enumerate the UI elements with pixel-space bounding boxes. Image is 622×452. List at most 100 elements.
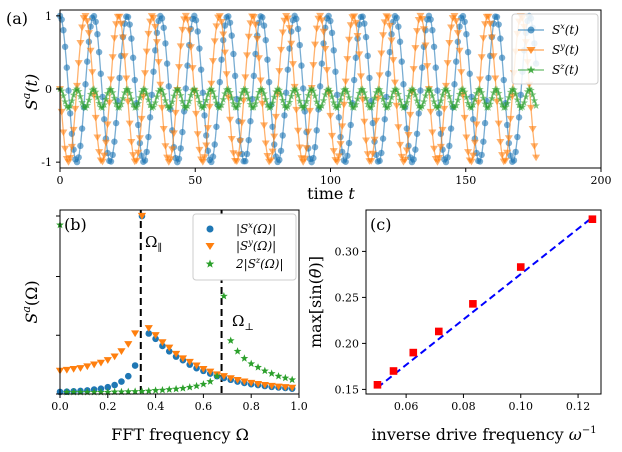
data-point — [277, 90, 285, 98]
data-point — [151, 23, 160, 31]
data-point — [359, 13, 366, 20]
data-point — [131, 330, 140, 338]
panel-c: 0.06 0.08 0.10 0.12 0.15 0.20 0.25 0.30 (c) max… — [306, 209, 602, 444]
data-point — [78, 98, 86, 106]
data-point — [320, 40, 327, 47]
data-point — [183, 16, 192, 24]
data-point — [287, 40, 296, 48]
data-point — [376, 157, 383, 165]
data-point — [83, 101, 92, 109]
data-point — [267, 103, 275, 111]
data-point — [253, 35, 262, 43]
data-point — [326, 112, 335, 120]
data-point — [403, 98, 411, 106]
data-point — [202, 142, 211, 150]
data-point — [325, 12, 332, 20]
data-point — [74, 60, 83, 67]
data-point — [219, 95, 228, 103]
data-point — [175, 155, 183, 162]
data-point — [131, 76, 139, 84]
data-point — [188, 65, 197, 72]
data-point — [215, 13, 224, 20]
data-point — [480, 138, 487, 145]
data-point — [330, 47, 337, 54]
data-point — [274, 372, 283, 380]
data-point — [292, 86, 301, 94]
data-point — [342, 158, 349, 165]
x-tick-label: 1.0 — [290, 400, 308, 413]
data-point — [263, 100, 272, 109]
data-point — [396, 38, 404, 45]
legend-sz: Sz(t) — [518, 62, 579, 77]
data-point — [435, 154, 444, 162]
data-point — [294, 91, 302, 99]
data-point — [144, 95, 153, 104]
data-point — [329, 148, 338, 155]
data-point — [457, 69, 466, 76]
data-point — [87, 23, 94, 30]
data-point — [227, 136, 236, 143]
data-point — [58, 16, 65, 23]
data-point — [91, 114, 100, 122]
data-point — [462, 93, 471, 101]
data-point — [192, 381, 201, 390]
x-tick-label: 0 — [57, 174, 64, 187]
data-point — [216, 78, 224, 86]
data-point — [226, 19, 234, 26]
data-point — [421, 91, 430, 99]
data-point — [260, 366, 269, 375]
data-point — [270, 133, 279, 141]
legend-fx: |Sx(Ω)| — [206, 221, 276, 236]
data-point — [497, 35, 504, 42]
data-point — [436, 143, 445, 151]
data-point — [332, 68, 339, 75]
data-point — [417, 87, 424, 94]
data-point — [97, 388, 105, 396]
data-point — [360, 118, 369, 126]
data-point — [227, 93, 236, 102]
data-point — [503, 121, 511, 129]
data-point — [209, 87, 217, 95]
data-point — [186, 44, 195, 51]
data-point — [397, 101, 406, 109]
data-point — [328, 132, 337, 140]
data-point — [210, 38, 219, 45]
data-point — [213, 372, 221, 380]
data-point — [253, 93, 262, 102]
data-point — [395, 23, 402, 30]
data-point — [83, 363, 92, 371]
data-point — [226, 375, 235, 383]
data-point — [384, 70, 392, 77]
data-point — [69, 126, 78, 134]
data-point — [107, 76, 116, 84]
panel-a-xlabel: time t — [307, 184, 355, 203]
data-point — [309, 62, 318, 69]
data-point — [346, 99, 355, 107]
data-point — [111, 381, 118, 389]
data-point — [477, 88, 486, 96]
data-point — [185, 97, 194, 105]
data-point — [304, 128, 313, 136]
data-point — [268, 148, 277, 156]
data-point — [219, 292, 228, 300]
data-point — [260, 22, 268, 29]
data-point — [233, 377, 242, 384]
data-point — [98, 158, 107, 166]
omega-parallel-label: Ω∥ — [145, 233, 162, 254]
data-point — [351, 19, 360, 27]
data-point — [362, 94, 370, 102]
data-point — [158, 104, 167, 112]
data-point — [258, 100, 267, 108]
data-point — [212, 98, 221, 107]
data-point — [500, 76, 507, 84]
data-point — [84, 30, 93, 37]
data-point — [146, 114, 154, 121]
data-point — [185, 358, 194, 366]
data-point — [367, 103, 375, 111]
omega-perp-label: Ω⊥ — [232, 312, 254, 333]
data-point — [117, 100, 126, 108]
data-point — [311, 143, 319, 151]
data-point — [117, 348, 126, 355]
data-point — [203, 125, 212, 132]
data-point — [273, 85, 282, 93]
